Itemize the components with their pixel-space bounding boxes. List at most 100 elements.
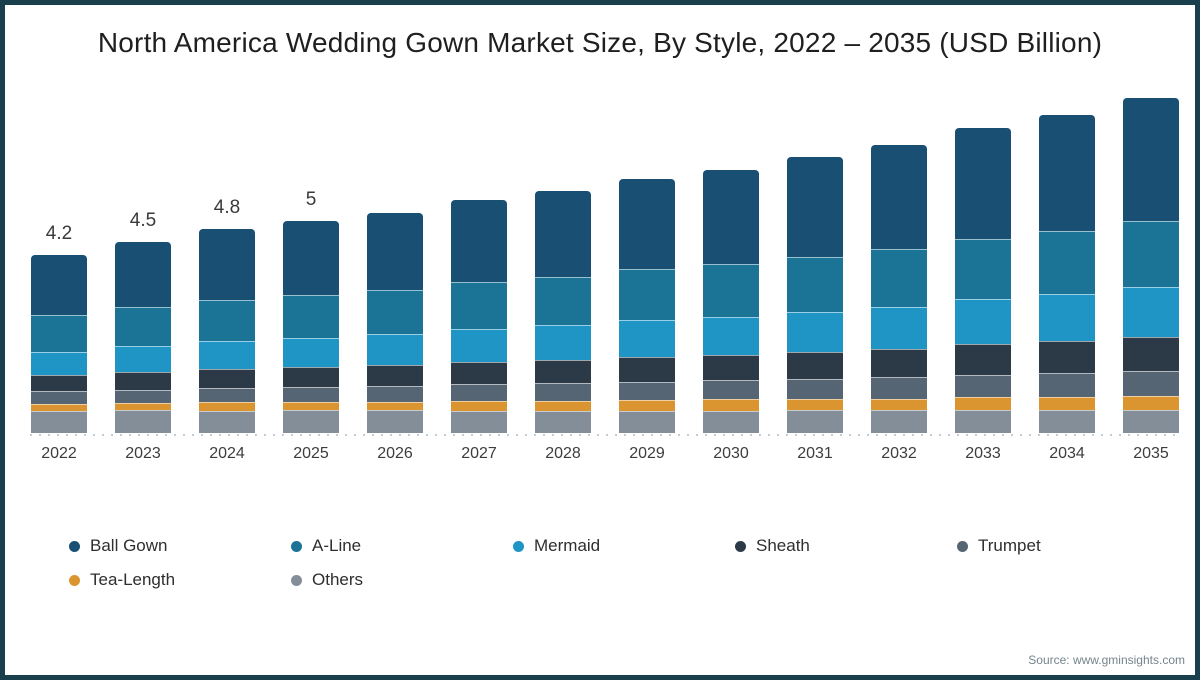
bar-2033 xyxy=(955,127,1011,433)
legend-swatch-ball-gown xyxy=(69,540,80,552)
legend-swatch-trumpet xyxy=(957,540,968,552)
bar-value-label-2024: 4.8 xyxy=(213,197,241,219)
bar-2028 xyxy=(535,191,591,433)
legend-item-mermaid: Mermaid xyxy=(513,536,735,556)
bar-2031-segment-a-line xyxy=(787,256,843,312)
legend-label-mermaid: Mermaid xyxy=(534,536,601,555)
bar-2025-segment-tea-length xyxy=(283,402,339,411)
bar-2027-segment-tea-length xyxy=(451,401,507,411)
bar-2025-segment-a-line xyxy=(283,294,339,338)
legend-label-sheath: Sheath xyxy=(756,536,810,555)
bar-2028-segment-a-line xyxy=(535,276,591,326)
bar-2028-segment-mermaid xyxy=(535,325,591,360)
bar-2023-segment-tea-length xyxy=(115,402,171,411)
x-axis-label-2028: 2028 xyxy=(545,445,581,462)
bar-2030-segment-sheath xyxy=(703,354,759,381)
x-axis-label-2031: 2031 xyxy=(797,445,833,462)
bar-2023-segment-others xyxy=(115,410,171,433)
legend-item-others: Others xyxy=(291,570,513,590)
bar-2028-segment-ball-gown xyxy=(535,191,591,277)
bar-2035 xyxy=(1123,98,1179,433)
legend-label-tea-length: Tea-Length xyxy=(90,570,176,589)
bar-2033-segment-ball-gown xyxy=(955,127,1011,239)
bar-2029-segment-tea-length xyxy=(619,400,675,411)
bar-2033-segment-tea-length xyxy=(955,397,1011,411)
bar-2034-segment-others xyxy=(1039,410,1095,433)
bar-2034-segment-ball-gown xyxy=(1039,115,1095,232)
bar-2034-segment-trumpet xyxy=(1039,373,1095,397)
bar-2032-segment-sheath xyxy=(871,348,927,378)
bar-2031-segment-tea-length xyxy=(787,399,843,411)
legend-item-a-line: A-Line xyxy=(291,536,513,556)
bar-2032-segment-trumpet xyxy=(871,377,927,399)
x-axis-label-2022: 2022 xyxy=(41,445,77,462)
source-credit: Source: www.gminsights.com xyxy=(1028,653,1185,667)
bar-2033-segment-trumpet xyxy=(955,374,1011,398)
legend-label-a-line: A-Line xyxy=(312,536,362,555)
bar-2026-segment-others xyxy=(367,410,423,433)
bar-2026-segment-mermaid xyxy=(367,334,423,365)
bar-2022-segment-trumpet xyxy=(31,391,87,404)
bar-2035-segment-tea-length xyxy=(1123,396,1179,411)
bar-2027 xyxy=(451,199,507,433)
bar-2030-segment-a-line xyxy=(703,264,759,317)
bar-2029-segment-mermaid xyxy=(619,320,675,357)
bar-2022-segment-others xyxy=(31,410,87,433)
bar-2024-segment-trumpet xyxy=(199,388,255,403)
bar-2030-segment-tea-length xyxy=(703,399,759,411)
bar-2029-segment-ball-gown xyxy=(619,178,675,270)
x-axis-label-2024: 2024 xyxy=(209,445,245,462)
bar-2030-segment-ball-gown xyxy=(703,170,759,265)
bar-2032-segment-others xyxy=(871,410,927,433)
legend-swatch-sheath xyxy=(735,540,746,552)
bar-2026 xyxy=(367,212,423,433)
legend-label-ball-gown: Ball Gown xyxy=(90,536,168,555)
bar-2026-segment-trumpet xyxy=(367,385,423,402)
bar-2032-segment-mermaid xyxy=(871,306,927,349)
bar-2028-segment-sheath xyxy=(535,359,591,384)
bar-2031-segment-others xyxy=(787,410,843,433)
bar-2034-segment-mermaid xyxy=(1039,293,1095,341)
bar-2032-segment-tea-length xyxy=(871,398,927,411)
bar-2030-segment-others xyxy=(703,410,759,433)
bar-2022-segment-tea-length xyxy=(31,403,87,411)
legend-item-tea-length: Tea-Length xyxy=(69,570,291,590)
bar-2027-segment-sheath xyxy=(451,361,507,385)
bar-2024-segment-sheath xyxy=(199,368,255,389)
bar-2027-segment-trumpet xyxy=(451,384,507,402)
legend-item-sheath: Sheath xyxy=(735,536,957,556)
bar-2025 xyxy=(283,221,339,433)
bar-2025-segment-others xyxy=(283,410,339,433)
x-axis-label-2023: 2023 xyxy=(125,445,161,462)
bar-2026-segment-a-line xyxy=(367,289,423,335)
bar-2024 xyxy=(199,229,255,433)
legend-swatch-mermaid xyxy=(513,540,524,552)
bar-2029 xyxy=(619,178,675,433)
bar-2022-segment-a-line xyxy=(31,315,87,352)
bar-2024-segment-a-line xyxy=(199,299,255,341)
x-axis-label-2026: 2026 xyxy=(377,445,413,462)
bar-2033-segment-mermaid xyxy=(955,299,1011,345)
bar-2024-segment-others xyxy=(199,410,255,433)
bar-2025-segment-mermaid xyxy=(283,337,339,367)
bar-2029-segment-others xyxy=(619,410,675,433)
bar-2027-segment-mermaid xyxy=(451,329,507,362)
bar-2035-segment-ball-gown xyxy=(1123,98,1179,221)
bar-2026-segment-sheath xyxy=(367,364,423,386)
bar-2029-segment-sheath xyxy=(619,356,675,382)
bar-2031-segment-trumpet xyxy=(787,378,843,400)
legend-item-ball-gown: Ball Gown xyxy=(69,536,291,556)
legend-label-others: Others xyxy=(312,570,364,589)
x-axis-label-2030: 2030 xyxy=(713,445,749,462)
bar-2034-segment-sheath xyxy=(1039,340,1095,374)
bar-2032-segment-a-line xyxy=(871,249,927,307)
x-axis-label-2034: 2034 xyxy=(1049,445,1085,462)
legend-swatch-a-line xyxy=(291,540,302,552)
bar-2027-segment-a-line xyxy=(451,282,507,330)
legend-swatch-tea-length xyxy=(69,574,80,586)
bar-2023-segment-sheath xyxy=(115,371,171,390)
bar-2026-segment-tea-length xyxy=(367,401,423,411)
bar-2035-segment-others xyxy=(1123,410,1179,433)
bar-2028-segment-tea-length xyxy=(535,400,591,411)
bar-2025-segment-trumpet xyxy=(283,387,339,402)
